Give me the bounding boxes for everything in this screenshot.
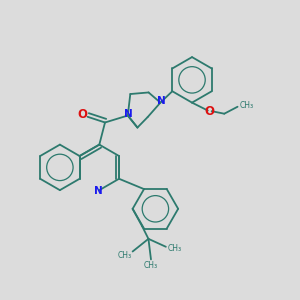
Text: N: N (157, 96, 166, 106)
Text: N: N (94, 186, 103, 197)
Text: CH₃: CH₃ (118, 251, 132, 260)
Text: O: O (78, 108, 88, 122)
Text: CH₃: CH₃ (240, 101, 254, 110)
Text: CH₃: CH₃ (167, 244, 182, 253)
Text: CH₃: CH₃ (144, 261, 158, 270)
Text: O: O (204, 105, 214, 118)
Text: N: N (124, 109, 133, 119)
